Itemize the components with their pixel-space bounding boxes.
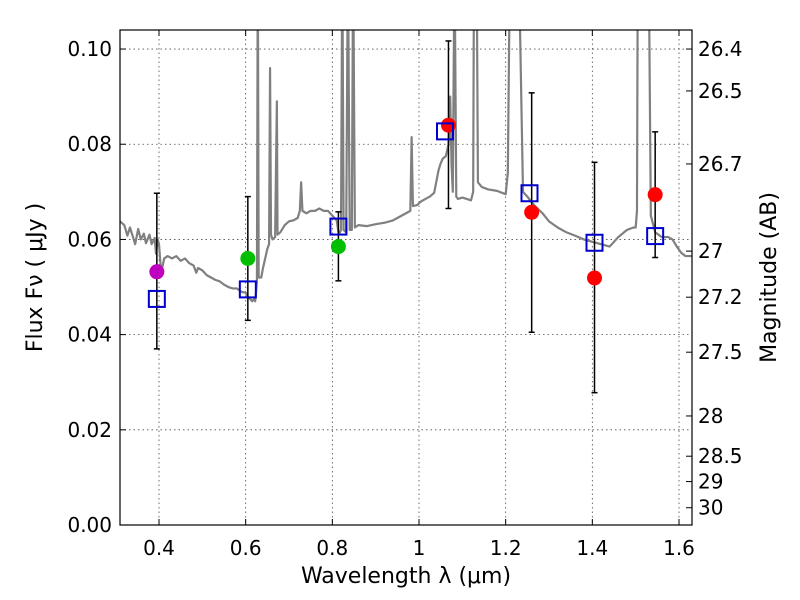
mag-tick-label: 29 <box>698 470 723 494</box>
grid-lines <box>120 30 692 525</box>
mag-tick-label: 26.5 <box>698 79 743 103</box>
y-tick-label: 0.08 <box>67 132 112 156</box>
model-band-square <box>329 217 348 236</box>
axis-labels: Wavelength λ (μm) Flux Fν ( μJy ) Magnit… <box>23 192 782 589</box>
model-band-square <box>147 289 166 308</box>
x-tick-label: 0.8 <box>316 536 348 560</box>
x-tick-label: 0.4 <box>143 536 175 560</box>
y-axis-title: Flux Fν ( μJy ) <box>23 203 48 352</box>
mag-tick-label: 30 <box>698 496 723 520</box>
photometry-point <box>524 204 540 220</box>
x-tick-label: 1 <box>413 536 426 560</box>
model-band-square <box>238 280 257 299</box>
axes: 0.4 0.6 0.8 1 1.2 1.4 1.6 0.00 0.02 0.04 0.06 0.08 0… <box>67 29 743 560</box>
mag-tick-label: 26.4 <box>698 37 743 61</box>
y-tick-label: 0.06 <box>67 227 112 251</box>
mag-tick-label: 28 <box>698 404 723 428</box>
photometry-point <box>240 250 256 266</box>
x-tick-label: 0.6 <box>230 536 262 560</box>
model-spectrum-layer <box>120 30 692 303</box>
x-axis-title: Wavelength λ (μm) <box>301 564 511 589</box>
data-markers <box>147 117 665 308</box>
model-band-square <box>436 122 454 141</box>
photometry-point <box>149 264 165 280</box>
y-tick-label: 0.00 <box>67 513 112 537</box>
y-tick-label: 0.04 <box>67 323 112 347</box>
error-bars <box>153 40 659 394</box>
x-tick-label: 1.6 <box>663 536 695 560</box>
photometry-point <box>587 270 602 286</box>
mag-tick-label: 27.2 <box>698 285 743 309</box>
model-band-square <box>585 233 604 252</box>
model-band-square <box>520 184 539 203</box>
plot-frame <box>119 29 693 526</box>
mag-tick-label: 27 <box>698 239 723 263</box>
mag-tick-label: 27.5 <box>698 340 743 364</box>
photometry-point <box>647 187 663 203</box>
y-tick-label: 0.10 <box>67 37 112 61</box>
mag-tick-label: 28.5 <box>698 444 743 468</box>
model-band-square <box>646 227 665 246</box>
x-tick-label: 1.2 <box>490 536 522 560</box>
mag-tick-label: 26.7 <box>698 152 743 176</box>
model-spectrum-line <box>120 30 692 303</box>
photometry-point <box>330 239 346 255</box>
y-tick-label: 0.02 <box>67 418 112 442</box>
x-tick-label: 1.4 <box>576 536 608 560</box>
y2-axis-title: Magnitude (AB) <box>757 192 782 363</box>
